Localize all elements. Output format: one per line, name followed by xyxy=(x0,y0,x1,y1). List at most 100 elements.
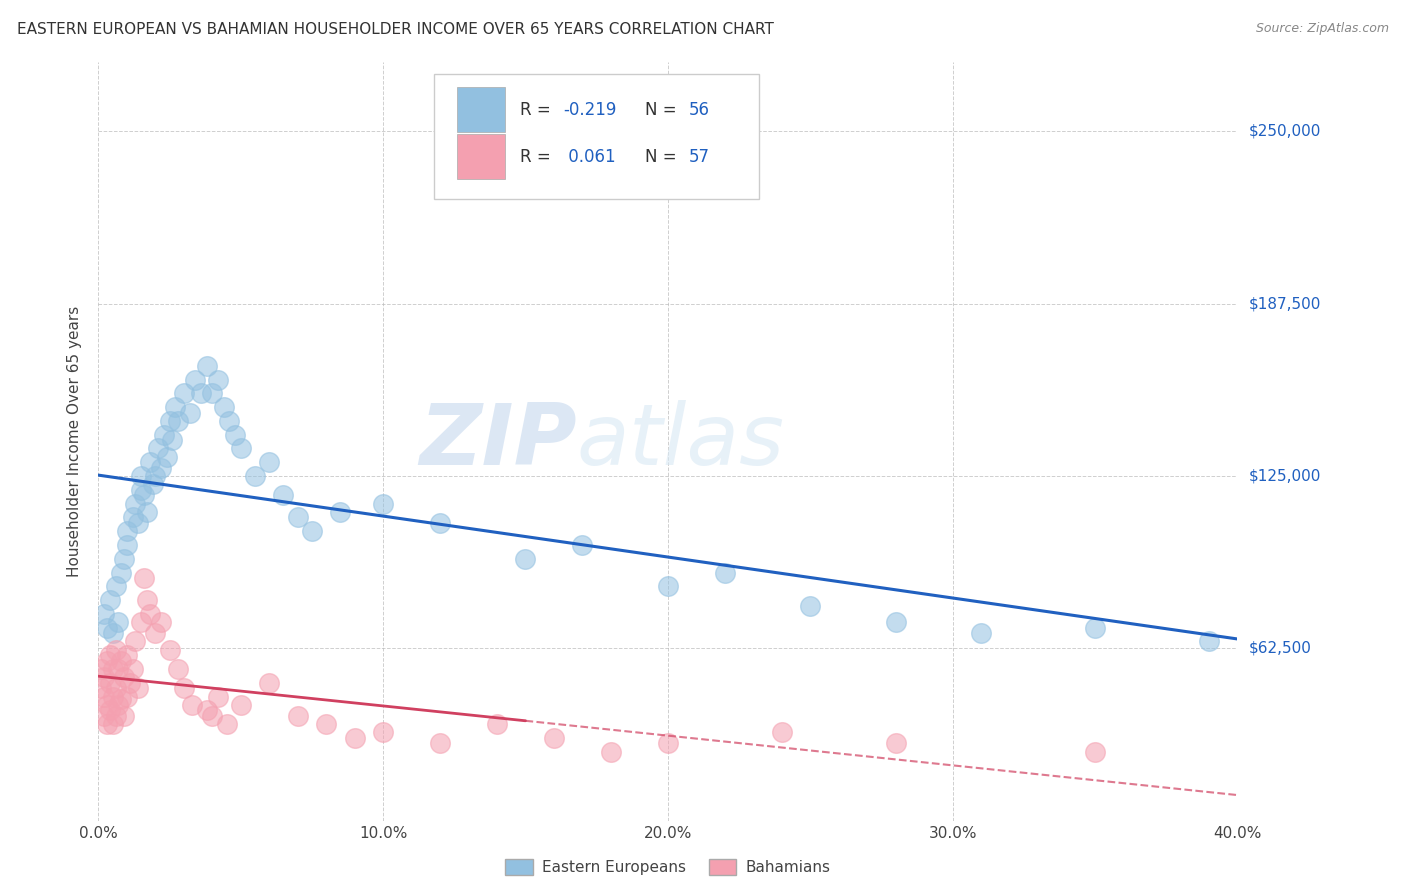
Point xyxy=(229,698,252,712)
Point xyxy=(115,648,138,663)
Point xyxy=(115,538,138,552)
Point xyxy=(124,497,146,511)
Point xyxy=(145,469,167,483)
Point xyxy=(259,455,281,469)
Point xyxy=(287,709,309,723)
Point xyxy=(96,698,118,712)
Text: -0.219: -0.219 xyxy=(562,101,616,120)
Text: 57: 57 xyxy=(689,148,710,166)
Point xyxy=(218,414,240,428)
Point xyxy=(167,662,190,676)
Point xyxy=(101,690,124,704)
Point xyxy=(138,455,160,469)
Text: ZIP: ZIP xyxy=(419,400,576,483)
Point xyxy=(159,642,181,657)
Point xyxy=(104,642,127,657)
Point xyxy=(571,538,593,552)
Point xyxy=(259,675,281,690)
Point xyxy=(98,593,121,607)
Text: $187,500: $187,500 xyxy=(1249,296,1320,311)
Text: $125,000: $125,000 xyxy=(1249,468,1320,483)
Point xyxy=(141,477,163,491)
Point xyxy=(429,516,451,530)
Point xyxy=(543,731,565,745)
Point xyxy=(373,497,395,511)
Text: 0.061: 0.061 xyxy=(562,148,616,166)
Point xyxy=(150,615,173,629)
Point xyxy=(970,626,993,640)
Point xyxy=(127,681,149,696)
Point xyxy=(173,681,195,696)
FancyBboxPatch shape xyxy=(457,135,505,179)
Point xyxy=(101,662,124,676)
Point xyxy=(101,626,124,640)
Point xyxy=(107,662,129,676)
Point xyxy=(714,566,737,580)
Text: 56: 56 xyxy=(689,101,710,120)
Point xyxy=(1084,621,1107,635)
Point xyxy=(135,505,157,519)
Legend: Eastern Europeans, Bahamians: Eastern Europeans, Bahamians xyxy=(499,853,837,881)
Point xyxy=(167,414,190,428)
Point xyxy=(93,670,115,684)
Point xyxy=(121,510,143,524)
Point xyxy=(135,593,157,607)
Point xyxy=(600,745,623,759)
Point xyxy=(224,427,246,442)
Point xyxy=(657,736,679,750)
Point xyxy=(98,703,121,717)
Point xyxy=(104,709,127,723)
Text: Source: ZipAtlas.com: Source: ZipAtlas.com xyxy=(1256,22,1389,36)
Point xyxy=(215,717,238,731)
Point xyxy=(173,386,195,401)
Point xyxy=(110,566,132,580)
Point xyxy=(127,516,149,530)
Point xyxy=(104,681,127,696)
Point xyxy=(657,579,679,593)
Y-axis label: Householder Income Over 65 years: Householder Income Over 65 years xyxy=(67,306,83,577)
Text: R =: R = xyxy=(520,148,555,166)
Point xyxy=(132,488,155,502)
Point xyxy=(107,615,129,629)
Point xyxy=(179,406,201,420)
Point xyxy=(98,648,121,663)
Point xyxy=(159,414,181,428)
Point xyxy=(184,372,207,386)
Point xyxy=(110,654,132,668)
Point xyxy=(96,654,118,668)
Text: atlas: atlas xyxy=(576,400,785,483)
Point xyxy=(118,675,141,690)
Point xyxy=(201,386,224,401)
Point xyxy=(207,372,229,386)
Point xyxy=(115,690,138,704)
Point xyxy=(129,469,152,483)
Point xyxy=(165,400,187,414)
Point xyxy=(287,510,309,524)
Point xyxy=(301,524,323,538)
Point xyxy=(201,709,224,723)
Point xyxy=(429,736,451,750)
Point xyxy=(207,690,229,704)
Point xyxy=(195,359,218,373)
Point xyxy=(115,524,138,538)
Point xyxy=(150,460,173,475)
Point xyxy=(96,621,118,635)
Point xyxy=(486,717,509,731)
Point xyxy=(1084,745,1107,759)
Point xyxy=(212,400,235,414)
Point xyxy=(153,427,176,442)
Point xyxy=(884,736,907,750)
Text: $250,000: $250,000 xyxy=(1249,124,1320,139)
Point xyxy=(190,386,212,401)
Text: N =: N = xyxy=(645,148,682,166)
Point xyxy=(129,615,152,629)
Point xyxy=(138,607,160,621)
Point xyxy=(104,579,127,593)
Point xyxy=(229,442,252,456)
Text: N =: N = xyxy=(645,101,682,120)
Point xyxy=(112,709,135,723)
Point xyxy=(515,551,537,566)
Point xyxy=(132,571,155,585)
Point xyxy=(124,634,146,648)
Point xyxy=(315,717,337,731)
